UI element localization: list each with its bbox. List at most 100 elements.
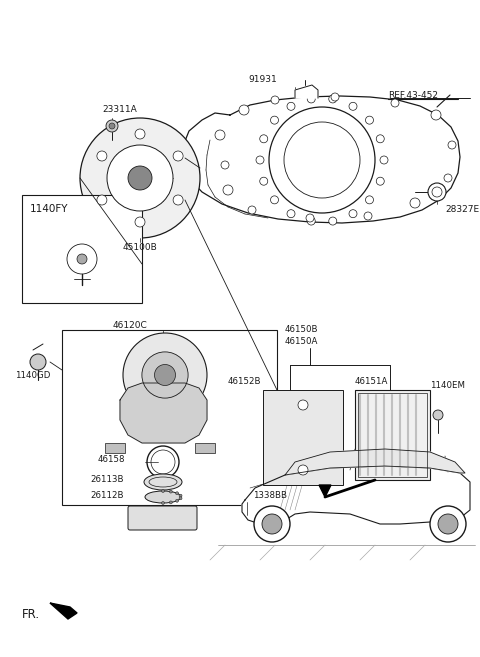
Polygon shape <box>242 466 470 524</box>
Circle shape <box>298 400 308 410</box>
Circle shape <box>364 212 372 220</box>
Circle shape <box>135 129 145 139</box>
Circle shape <box>97 195 107 205</box>
Bar <box>355 390 430 480</box>
Circle shape <box>444 174 452 182</box>
Circle shape <box>221 161 229 169</box>
Circle shape <box>107 145 173 211</box>
Circle shape <box>223 185 233 195</box>
Circle shape <box>391 99 399 107</box>
Circle shape <box>173 151 183 161</box>
Text: 45100B: 45100B <box>122 244 157 252</box>
Circle shape <box>349 102 357 110</box>
Text: 46150A: 46150A <box>285 338 318 346</box>
Text: REF.43-452: REF.43-452 <box>388 91 438 99</box>
Circle shape <box>256 156 264 164</box>
Bar <box>263 390 343 485</box>
Circle shape <box>135 217 145 227</box>
Circle shape <box>329 95 337 103</box>
Text: 1140FY: 1140FY <box>30 204 69 214</box>
Circle shape <box>298 465 308 475</box>
Text: 46158: 46158 <box>98 455 125 464</box>
Text: 26113B: 26113B <box>90 476 123 484</box>
Circle shape <box>306 214 314 222</box>
Circle shape <box>431 110 441 120</box>
Circle shape <box>109 123 115 129</box>
Circle shape <box>142 352 188 398</box>
Circle shape <box>376 177 384 185</box>
Circle shape <box>179 494 182 497</box>
Circle shape <box>169 490 172 493</box>
Circle shape <box>271 116 278 124</box>
Polygon shape <box>285 449 465 475</box>
Text: 23311A: 23311A <box>103 106 137 114</box>
Bar <box>22 195 142 303</box>
Circle shape <box>169 501 172 504</box>
Polygon shape <box>50 603 77 619</box>
Circle shape <box>97 151 107 161</box>
Text: 28327E: 28327E <box>445 206 479 214</box>
Circle shape <box>176 499 179 502</box>
Circle shape <box>331 93 339 101</box>
Circle shape <box>438 514 458 534</box>
Circle shape <box>287 102 295 110</box>
Circle shape <box>179 497 182 500</box>
Circle shape <box>307 217 315 225</box>
Circle shape <box>376 135 384 143</box>
Circle shape <box>349 210 357 217</box>
Text: 26112B: 26112B <box>90 491 123 501</box>
Text: 1140GD: 1140GD <box>15 371 50 380</box>
Circle shape <box>329 217 337 225</box>
Polygon shape <box>295 85 318 98</box>
Circle shape <box>433 410 443 420</box>
Circle shape <box>30 354 46 370</box>
Circle shape <box>128 166 152 190</box>
Text: 46120C: 46120C <box>113 321 147 330</box>
Text: 46152B: 46152B <box>228 378 262 386</box>
Circle shape <box>262 514 282 534</box>
Ellipse shape <box>144 474 182 490</box>
Circle shape <box>123 333 207 417</box>
Bar <box>62 330 277 505</box>
Text: 46151A: 46151A <box>355 378 388 386</box>
Circle shape <box>365 116 373 124</box>
Circle shape <box>430 506 466 542</box>
Circle shape <box>176 491 179 495</box>
Text: 1338BB: 1338BB <box>253 491 287 499</box>
Text: 1140EM: 1140EM <box>430 380 465 390</box>
Circle shape <box>215 130 225 140</box>
Ellipse shape <box>145 491 181 503</box>
Circle shape <box>173 195 183 205</box>
Circle shape <box>365 196 373 204</box>
Circle shape <box>260 177 268 185</box>
Text: FR.: FR. <box>22 608 40 622</box>
Circle shape <box>271 96 279 104</box>
Text: 91931: 91931 <box>248 76 277 85</box>
Circle shape <box>106 120 118 132</box>
Circle shape <box>410 198 420 208</box>
Circle shape <box>155 365 176 386</box>
Circle shape <box>307 95 315 103</box>
Circle shape <box>448 141 456 149</box>
Circle shape <box>428 183 446 201</box>
Circle shape <box>239 105 249 115</box>
Polygon shape <box>183 96 460 223</box>
Circle shape <box>271 196 278 204</box>
Circle shape <box>287 210 295 217</box>
Bar <box>358 393 427 477</box>
Polygon shape <box>120 383 207 443</box>
Circle shape <box>254 506 290 542</box>
Circle shape <box>77 254 87 264</box>
Bar <box>105 443 125 453</box>
Circle shape <box>260 135 268 143</box>
Circle shape <box>161 489 165 493</box>
Bar <box>195 443 215 453</box>
Polygon shape <box>319 485 331 497</box>
Circle shape <box>161 501 165 505</box>
Circle shape <box>248 206 256 214</box>
FancyBboxPatch shape <box>128 506 197 530</box>
Text: 46150B: 46150B <box>285 325 319 334</box>
Circle shape <box>80 118 200 238</box>
Polygon shape <box>50 603 77 613</box>
Circle shape <box>380 156 388 164</box>
